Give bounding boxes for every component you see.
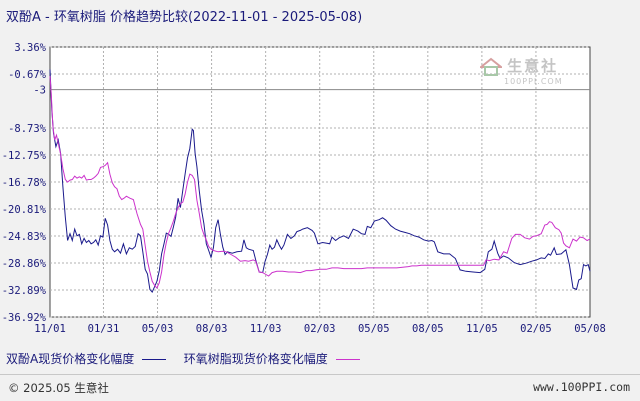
x-axis: 11/01 01/31 05/03 08/03 11/03 02/03 05/05 08/05… (34, 323, 606, 335)
copyright-text: © 2025.05 生意社 (8, 381, 109, 395)
x-tick-label: 05/08 (574, 323, 606, 335)
y-tick-label: -32.89% (2, 285, 47, 297)
x-tick-label: 11/03 (250, 323, 282, 335)
x-tick-label: 11/05 (466, 323, 498, 335)
watermark-name: 生意社 (507, 57, 559, 75)
house-logo-icon (478, 57, 504, 76)
y-axis: 3.36% -0.67% -3 -8.73% -12.75% -16.78% -20.81%… (2, 42, 47, 324)
series-line-epoxy (49, 76, 591, 289)
x-tick-label: 08/03 (196, 323, 228, 335)
legend-swatch-bpa (142, 359, 167, 360)
x-tick-label: 01/31 (88, 323, 120, 335)
x-tick-label: 05/03 (142, 323, 174, 335)
x-tick-label: 11/01 (34, 323, 66, 335)
y-tick-label: -20.81% (2, 204, 47, 216)
x-tick-label: 05/05 (358, 323, 390, 335)
footer: © 2025.05 生意社 www.100PPI.com (0, 374, 640, 401)
y-tick-label: -28.86% (2, 258, 47, 270)
y-tick-label: -12.75% (2, 150, 47, 162)
y-tick-label: 3.36% (14, 42, 46, 54)
y-tick-label: -3 (33, 85, 46, 97)
x-tick-label: 02/05 (520, 323, 552, 335)
grid (50, 46, 590, 318)
series-line-bpa (49, 69, 591, 294)
watermark-url: 100PPI.COM (504, 77, 563, 86)
x-tick-label: 02/03 (304, 323, 336, 335)
y-tick-label: -8.73% (8, 123, 47, 135)
legend-swatch-epoxy (335, 359, 360, 360)
legend-label-epoxy: 环氧树脂现货价格变化幅度 (183, 352, 328, 366)
y-tick-label: -36.92% (2, 312, 47, 324)
legend-label-bpa: 双酚A现货价格变化幅度 (6, 352, 135, 366)
y-tick-label: -24.83% (2, 231, 47, 243)
y-tick-label: -0.67% (8, 69, 47, 81)
series-lines (49, 69, 591, 294)
chart-title: 双酚A - 环氧树脂 价格趋势比较(2022-11-01 - 2025-05-0… (6, 10, 363, 25)
watermark: 生意社 100PPI.COM (478, 55, 562, 86)
x-tick-label: 08/05 (412, 323, 444, 335)
site-link[interactable]: www.100PPI.com (533, 380, 630, 394)
y-tick-label: -16.78% (2, 177, 47, 189)
legend: 双酚A现货价格变化幅度 环氧树脂现货价格变化幅度 (6, 350, 364, 367)
